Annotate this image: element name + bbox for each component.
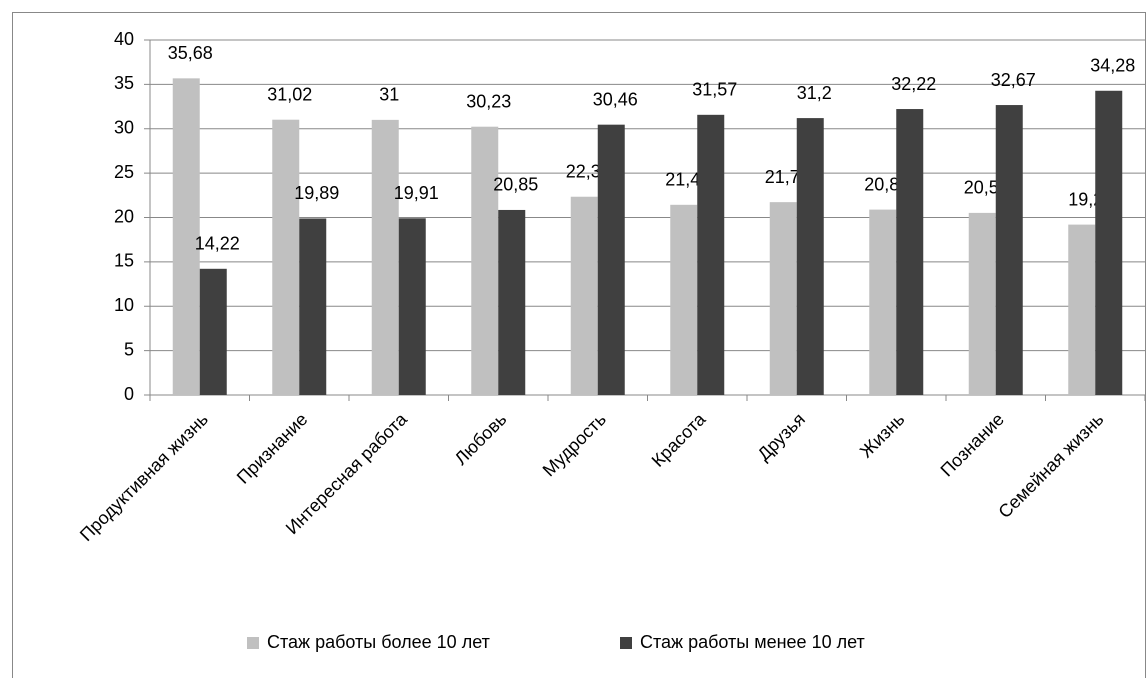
bar [1068, 224, 1096, 395]
value-label: 31,57 [692, 80, 737, 100]
value-label: 31,02 [267, 84, 312, 104]
value-label: 32,22 [891, 74, 936, 94]
y-tick-label: 35 [114, 73, 134, 93]
value-label: 19,89 [294, 183, 339, 203]
y-tick-label: 30 [114, 118, 134, 138]
legend-label: Стаж работы более 10 лет [267, 632, 490, 652]
value-label: 30,46 [593, 89, 638, 109]
value-label: 31,2 [797, 83, 832, 103]
bar [869, 209, 897, 395]
bar [796, 118, 824, 395]
bar [896, 109, 924, 396]
bar [398, 218, 426, 395]
bar [968, 212, 996, 395]
value-label: 19,2 [1068, 189, 1103, 209]
bar [471, 126, 499, 396]
bar [172, 78, 200, 395]
value-label: 20,85 [493, 175, 538, 195]
value-label: 14,22 [195, 234, 240, 254]
y-tick-label: 25 [114, 162, 134, 182]
value-label: 32,67 [991, 70, 1036, 90]
bar [570, 196, 598, 395]
bar [995, 105, 1023, 396]
bar [272, 119, 300, 395]
bar [299, 218, 327, 395]
value-label: 19,91 [394, 183, 439, 203]
y-tick-label: 20 [114, 206, 134, 226]
legend-label: Стаж работы менее 10 лет [640, 632, 865, 652]
bar [697, 114, 725, 395]
legend-swatch [247, 637, 259, 649]
y-tick-label: 15 [114, 251, 134, 271]
bar [769, 202, 797, 395]
bar [670, 204, 698, 395]
value-label: 34,28 [1090, 56, 1135, 76]
bar [498, 209, 526, 395]
value-label: 30,23 [466, 91, 511, 111]
y-tick-label: 5 [124, 339, 134, 359]
y-tick-label: 10 [114, 295, 134, 315]
bar [597, 124, 625, 395]
value-label: 35,68 [168, 43, 213, 63]
bar [371, 119, 399, 395]
bar [199, 268, 227, 395]
legend-swatch [620, 637, 632, 649]
y-tick-label: 40 [114, 29, 134, 49]
y-tick-label: 0 [124, 384, 134, 404]
value-label: 31 [379, 85, 399, 105]
bar [1095, 90, 1123, 395]
